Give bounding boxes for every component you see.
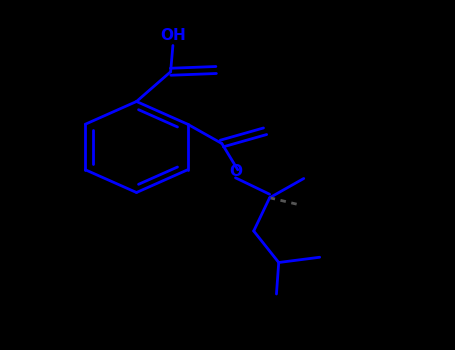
Text: OH: OH bbox=[160, 28, 186, 43]
Text: O: O bbox=[229, 164, 242, 179]
